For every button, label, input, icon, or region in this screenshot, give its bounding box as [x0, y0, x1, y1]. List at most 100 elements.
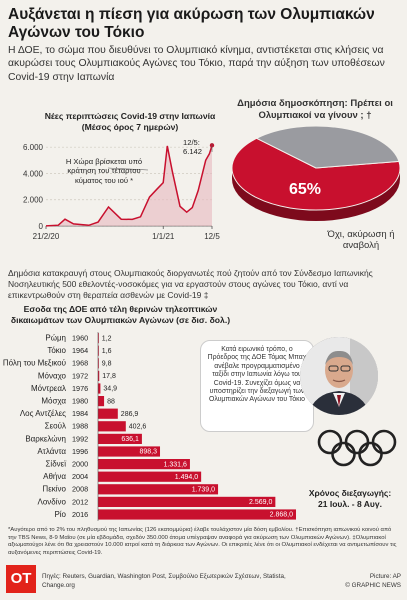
bar	[98, 345, 99, 356]
pie-answer-label: Όχι, ακύρωση ή αναβολή	[327, 229, 395, 251]
bar-category-label: Μόντρεαλ	[31, 384, 66, 393]
annotation-leader	[107, 167, 149, 171]
bar	[98, 333, 99, 344]
line-chart: 0 2.000 4.000 6.000 21/2/20 1/1/21 12/5	[23, 143, 220, 241]
bar-category-label: Μόσχα	[41, 397, 66, 406]
credit-picture: Picture: AP	[369, 573, 401, 580]
bar-year-label: 1980	[72, 397, 88, 406]
x-tick-label: 21/2/20	[33, 232, 60, 241]
bar-category-label: Σεούλ	[45, 422, 66, 431]
host-time: Χρόνος διεξαγωγής: 21 Ιουλ. - 8 Αυγ.	[300, 488, 400, 509]
bar-value-label: 898,3	[139, 449, 157, 456]
y-tick-label: 0	[39, 222, 44, 231]
bar	[98, 370, 100, 381]
bar-year-label: 1960	[72, 334, 88, 343]
bar-chart: Ρώμη 1960 1,2 Τόκιο 1964 1,6 Πόλη του Μεξικού 1…	[3, 332, 296, 521]
bar-value-label: 1.494,0	[175, 474, 198, 481]
line-chart-subtitle: (Μέσος όρος 7 ημερών)	[81, 121, 179, 132]
bar-category-label: Ρώμη	[45, 334, 66, 343]
bar-category-label: Πεκίνο	[42, 485, 66, 494]
x-tick-label: 1/1/21	[152, 232, 175, 241]
last-value-label: 12/5: 6.142	[183, 138, 223, 157]
nurse-paragraph: Δημόσια κατακραυγή στους Ολυμπιακούς διο…	[8, 268, 373, 300]
bar-year-label: 2000	[72, 460, 88, 469]
bar-category-label: Αθήνα	[43, 472, 66, 481]
bar-category-label: Ατλάντα	[37, 447, 66, 456]
pie-slice	[231, 137, 401, 211]
bar-year-label: 1988	[72, 422, 88, 431]
pie-chart: 65%	[231, 125, 401, 221]
page-title: Αυξάνεται η πίεση για ακύρωση των Ολυμπι…	[8, 6, 375, 41]
credit-graphic: © GRAPHIC NEWS	[345, 581, 401, 589]
x-tick-label: 12/5	[204, 232, 220, 241]
footnote: *Αυγότερο από το 2% του πληθυσμού της Ια…	[8, 527, 397, 556]
pie-slice	[255, 125, 400, 169]
series-line	[45, 145, 213, 227]
bar	[98, 408, 118, 419]
last-value-number: 6.142	[183, 147, 203, 157]
bar-year-label: 1972	[72, 371, 88, 380]
bar	[98, 433, 142, 444]
bar-value-label: 1,6	[102, 348, 112, 355]
bar-value-label: 34,9	[103, 386, 117, 393]
bar-value-label: 402,6	[129, 424, 147, 431]
bar-year-label: 1976	[72, 384, 88, 393]
bar-year-label: 1984	[72, 409, 88, 418]
bar-category-label: Ρίο	[54, 510, 66, 519]
line-chart-title-text: Νέες περιπτώσεις Covid-19 στην Ιαπωνία	[44, 111, 216, 121]
y-tick-label: 4.000	[23, 169, 44, 178]
quote-bubble: Κατά ειρωνικό τρόπο, ο Πρόεδρος της ΔΟΕ …	[200, 340, 314, 432]
bar-value-label: 1.331,6	[164, 461, 187, 468]
bar-year-label: 2004	[72, 472, 88, 481]
bar-value-label: 1.739,0	[192, 487, 215, 494]
bar-category-label: Πόλη του Μεξικού	[3, 359, 66, 368]
last-value-date: 12/5:	[183, 138, 200, 147]
pie-percent-label: 65%	[289, 181, 321, 198]
bar	[98, 383, 101, 394]
bar-value-label: 2.569,0	[249, 499, 272, 506]
bar-value-label: 88	[107, 398, 115, 405]
bar	[98, 446, 161, 457]
pie-chart-title: Δημόσια δημοσκόπηση: Πρέπει οι Ολυμπιακο…	[237, 98, 393, 121]
bar-category-label: Λονδίνο	[38, 497, 67, 506]
bar-year-label: 2008	[72, 485, 88, 494]
line-chart-annotation: Η Χώρα βρίσκεται υπό κράτηση του τέταρτο…	[65, 157, 143, 185]
host-time-value: 21 Ιουλ. - 8 Αυγ.	[318, 498, 382, 509]
bar-value-label: 286,9	[121, 411, 139, 418]
intro-text: Η ΔΟΕ, το σώμα που διευθύνει το Ολυμπιακ…	[8, 45, 385, 83]
bar	[98, 509, 296, 520]
bar-year-label: 2012	[72, 497, 88, 506]
host-time-label: Χρόνος διεξαγωγής:	[308, 488, 392, 498]
bar-category-label: Σίδνεϊ	[45, 460, 66, 469]
sources: Πηγές: Reuters, Guardian, Washington Pos…	[42, 573, 286, 589]
bar-year-label: 1996	[72, 447, 88, 456]
bar-value-label: 2.868,0	[270, 512, 293, 519]
bar-year-label: 1968	[72, 359, 88, 368]
bar-year-label: 1964	[72, 346, 88, 355]
bar	[98, 396, 105, 407]
olympic-rings-icon	[317, 429, 397, 467]
bar-year-label: 2016	[72, 510, 88, 519]
bar	[98, 496, 276, 507]
y-tick-label: 2.000	[23, 196, 44, 205]
bar	[98, 471, 202, 482]
y-tick-label: 6.000	[23, 143, 44, 152]
bar	[98, 459, 190, 470]
bar-value-label: 636,1	[121, 436, 139, 443]
bar	[98, 484, 219, 495]
bar-value-label: 1,2	[102, 335, 112, 342]
bar-value-label: 9,8	[102, 361, 112, 368]
bar-category-label: Λος Αντζέλες	[20, 409, 66, 418]
bar-value-label: 17,8	[102, 373, 116, 380]
bar-year-label: 1992	[72, 434, 88, 443]
bach-photo	[300, 337, 378, 415]
bar	[98, 358, 99, 369]
credits: Picture: AP © GRAPHIC NEWS	[345, 573, 401, 590]
bar-category-label: Μόναχο	[38, 371, 67, 380]
bar-chart-title: Εσοδα της ΔΟΕ από τέλη θερινών τηλεοπτικ…	[10, 304, 231, 325]
bar-category-label: Βαρκελώνη	[25, 434, 66, 443]
bar	[98, 421, 126, 432]
ot-logo: ΟΤ	[6, 565, 36, 593]
line-chart-title: Νέες περιπτώσεις Covid-19 στην Ιαπωνία (…	[40, 111, 220, 132]
bar-category-label: Τόκιο	[47, 346, 66, 355]
